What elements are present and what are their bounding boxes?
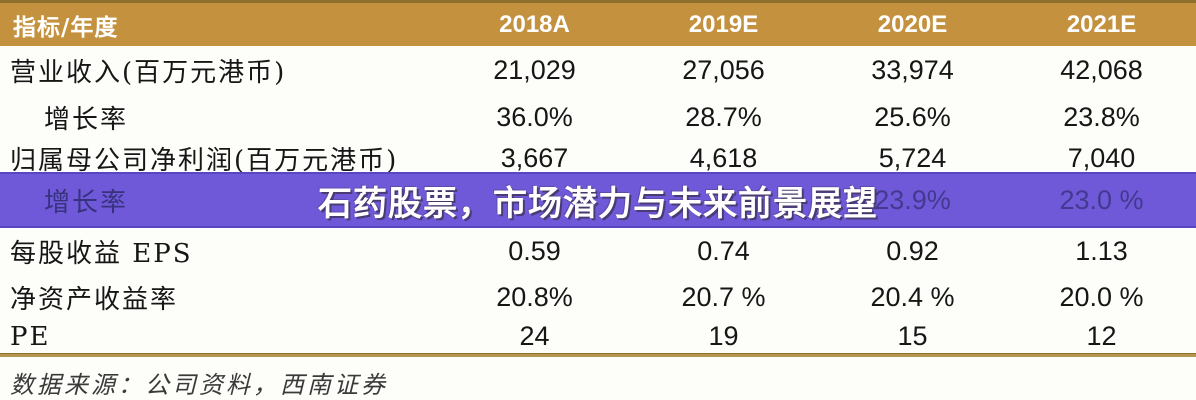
cell-value: 0.92 xyxy=(886,236,939,266)
cell-value: 0.59 xyxy=(508,236,561,266)
cell-value: 33,974 xyxy=(871,54,954,85)
header-year-2018a: 2018A xyxy=(499,10,570,38)
cell-value: 7,040 xyxy=(1067,143,1136,173)
cell-value: 20.4 % xyxy=(870,282,955,312)
row-label: PE xyxy=(10,321,51,352)
cell-value: 15 xyxy=(897,321,928,351)
table-row-eps: 每股收益 EPS 0.59 0.74 0.92 1.13 xyxy=(0,228,1196,275)
row-label: 增长率 xyxy=(44,187,129,218)
row-label: 营业收入(百万元港币) xyxy=(10,57,287,88)
cell-value: 27,056 xyxy=(682,54,765,85)
row-label: 净资产收益率 xyxy=(10,285,179,315)
cell-value: 4,618 xyxy=(689,143,758,173)
cell-value: 1.13 xyxy=(1075,236,1128,266)
cell-value: 19 xyxy=(708,321,739,351)
cell-value: 20.0 % xyxy=(1059,282,1144,312)
cell-value: 23.9% xyxy=(874,184,951,215)
row-label: 每股收益 EPS xyxy=(10,239,193,269)
cell-value: 0.74 xyxy=(697,236,750,266)
table-row-revenue-growth: 增长率 36.0% 28.7% 25.6% 23.8% xyxy=(0,94,1196,140)
data-source-note: 数据来源：公司资料，西南证券 xyxy=(10,371,388,399)
cell-value: 23.8% xyxy=(1063,101,1140,132)
cell-value: 20.8% xyxy=(496,282,573,312)
article-headline[interactable]: 石药股票，市场潜力与未来前景展望 xyxy=(318,184,878,223)
table-row-profit-growth: 增长率 23.9% 23.0 % xyxy=(0,174,1196,226)
headline-overlay-banner: 增长率 23.9% 23.0 % 石药股票，市场潜力与未来前景展望 xyxy=(0,172,1196,228)
cell-value: 21,029 xyxy=(493,54,576,85)
cell-value: 5,724 xyxy=(878,143,947,173)
table-row-pe: PE 24 19 15 12 xyxy=(0,320,1196,353)
bottom-divider xyxy=(0,353,1196,357)
cell-value: 3,667 xyxy=(500,143,569,173)
cell-value: 23.0 % xyxy=(1059,184,1144,215)
table-header-row: 指标/年度 2018A 2019E 2020E 2021E xyxy=(0,3,1196,46)
header-year-2020e: 2020E xyxy=(877,10,948,38)
cell-value: 42,068 xyxy=(1060,54,1143,85)
table-row-revenue: 营业收入(百万元港币) 21,029 27,056 33,974 42,068 xyxy=(0,46,1196,94)
cell-value: 24 xyxy=(519,321,550,351)
cell-value: 12 xyxy=(1086,321,1117,351)
row-label: 增长率 xyxy=(44,104,129,135)
cell-value: 20.7 % xyxy=(681,282,766,312)
table-row-net-profit: 归属母公司净利润(百万元港币) 3,667 4,618 5,724 7,040 xyxy=(0,140,1196,176)
cell-value: 25.6% xyxy=(874,101,951,132)
cell-value: 28.7% xyxy=(685,101,762,132)
header-metric-year-label: 指标/年度 xyxy=(13,13,119,41)
cell-value: 36.0% xyxy=(496,101,573,132)
row-label: 归属母公司净利润(百万元港币) xyxy=(10,146,399,176)
header-year-2019e: 2019E xyxy=(688,10,759,38)
header-year-2021e: 2021E xyxy=(1066,10,1137,38)
table-row-roe: 净资产收益率 20.8% 20.7 % 20.4 % 20.0 % xyxy=(0,275,1196,320)
top-divider xyxy=(0,0,1196,3)
